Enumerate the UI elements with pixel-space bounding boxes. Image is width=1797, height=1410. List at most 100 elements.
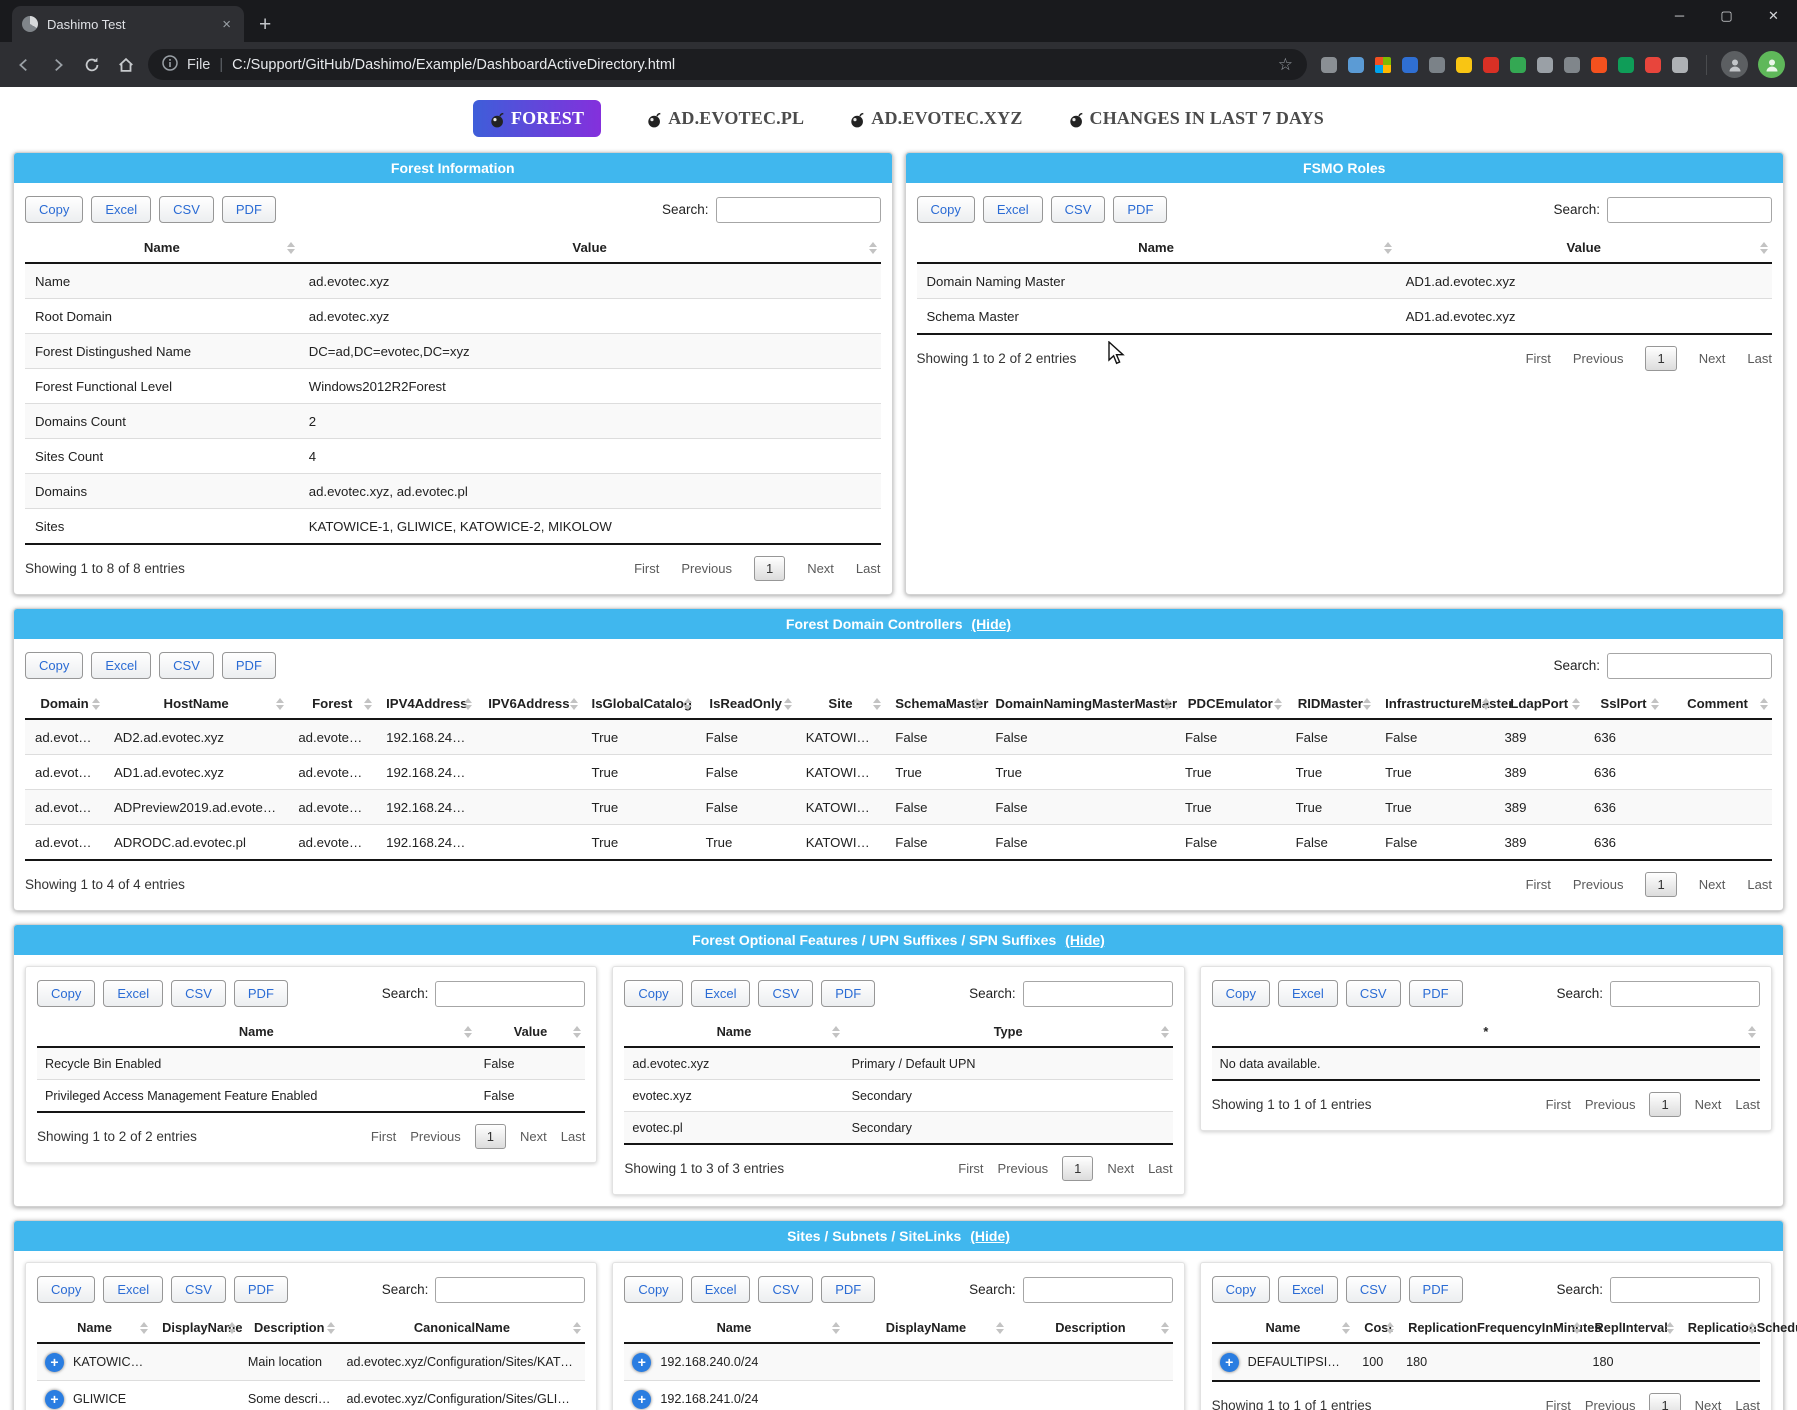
tab-close-icon[interactable]: × bbox=[219, 16, 234, 33]
pagination-previous[interactable]: Previous bbox=[1585, 1398, 1636, 1410]
extension-icon[interactable] bbox=[1564, 57, 1580, 73]
pagination-first[interactable]: First bbox=[634, 561, 659, 576]
bookmark-star-icon[interactable]: ☆ bbox=[1278, 55, 1293, 75]
tab-changes-in-last-7-days[interactable]: CHANGES IN LAST 7 DAYS bbox=[1069, 108, 1324, 129]
pagination-next[interactable]: Next bbox=[807, 561, 834, 576]
excel-button[interactable]: Excel bbox=[1278, 980, 1338, 1007]
pagination-next[interactable]: Next bbox=[1107, 1161, 1134, 1176]
copy-button[interactable]: Copy bbox=[624, 1276, 682, 1303]
column-header-ipv6address[interactable]: IPV6Address bbox=[476, 689, 581, 719]
pagination-page[interactable]: 1 bbox=[1649, 1092, 1680, 1117]
pagination-first[interactable]: First bbox=[371, 1129, 396, 1144]
column-header-replinterval[interactable]: ReplInterval bbox=[1585, 1313, 1678, 1343]
csv-button[interactable]: CSV bbox=[1051, 196, 1106, 223]
copy-button[interactable]: Copy bbox=[37, 1276, 95, 1303]
column-header-name[interactable]: Name bbox=[917, 233, 1396, 263]
pagination-first[interactable]: First bbox=[958, 1161, 983, 1176]
copy-button[interactable]: Copy bbox=[1212, 980, 1270, 1007]
extension-icon[interactable] bbox=[1402, 57, 1418, 73]
pagination-next[interactable]: Next bbox=[1699, 877, 1726, 892]
column-header-value[interactable]: Value bbox=[476, 1017, 586, 1047]
pdf-button[interactable]: PDF bbox=[234, 980, 288, 1007]
column-header-replicationfrequencyinminutes[interactable]: ReplicationFrequencyInMinutes bbox=[1398, 1313, 1584, 1343]
expand-row-button[interactable]: + bbox=[45, 1353, 64, 1372]
search-input[interactable] bbox=[435, 1277, 585, 1303]
new-tab-button[interactable]: + bbox=[259, 14, 271, 35]
pdf-button[interactable]: PDF bbox=[821, 980, 875, 1007]
excel-button[interactable]: Excel bbox=[91, 652, 151, 679]
search-input[interactable] bbox=[1023, 1277, 1173, 1303]
extension-icon[interactable] bbox=[1429, 57, 1445, 73]
extension-icon-windows[interactable] bbox=[1375, 57, 1391, 73]
tab-forest[interactable]: FOREST bbox=[473, 100, 601, 137]
excel-button[interactable]: Excel bbox=[91, 196, 151, 223]
column-header-displayname[interactable]: DisplayName bbox=[152, 1313, 240, 1343]
extension-icon[interactable] bbox=[1348, 57, 1364, 73]
pagination-next[interactable]: Next bbox=[1695, 1097, 1722, 1112]
profile-avatar[interactable] bbox=[1721, 51, 1748, 78]
pagination-last[interactable]: Last bbox=[856, 561, 881, 576]
csv-button[interactable]: CSV bbox=[1346, 1276, 1401, 1303]
excel-button[interactable]: Excel bbox=[103, 980, 163, 1007]
expand-row-button[interactable]: + bbox=[632, 1390, 651, 1409]
pagination-previous[interactable]: Previous bbox=[681, 561, 732, 576]
pdf-button[interactable]: PDF bbox=[1409, 980, 1463, 1007]
account-avatar[interactable] bbox=[1758, 51, 1785, 78]
excel-button[interactable]: Excel bbox=[1278, 1276, 1338, 1303]
extension-icon[interactable] bbox=[1456, 57, 1472, 73]
column-header-value[interactable]: Value bbox=[299, 233, 881, 263]
column-header-name[interactable]: Name bbox=[624, 1313, 843, 1343]
column-header-replicationschedule[interactable]: ReplicationSchedule bbox=[1678, 1313, 1760, 1343]
maximize-button[interactable]: ▢ bbox=[1703, 0, 1750, 31]
copy-button[interactable]: Copy bbox=[624, 980, 682, 1007]
search-input[interactable] bbox=[1610, 981, 1760, 1007]
pagination-last[interactable]: Last bbox=[1148, 1161, 1173, 1176]
reload-icon[interactable] bbox=[80, 53, 104, 77]
csv-button[interactable]: CSV bbox=[159, 652, 214, 679]
column-header-domainnamingmastermaster[interactable]: DomainNamingMasterMaster bbox=[985, 689, 1175, 719]
url-text[interactable]: C:/Support/GitHub/Dashimo/Example/Dashbo… bbox=[232, 57, 1269, 73]
column-header-name[interactable]: Name bbox=[1212, 1313, 1355, 1343]
pagination-page[interactable]: 1 bbox=[475, 1124, 506, 1149]
tab-ad-evotec-xyz[interactable]: AD.EVOTEC.XYZ bbox=[850, 108, 1022, 129]
pagination-page[interactable]: 1 bbox=[754, 556, 785, 581]
column-header-domain[interactable]: Domain bbox=[25, 689, 104, 719]
column-header-pdcemulator[interactable]: PDCEmulator bbox=[1175, 689, 1286, 719]
csv-button[interactable]: CSV bbox=[758, 980, 813, 1007]
extension-icon[interactable] bbox=[1537, 57, 1553, 73]
pagination-last[interactable]: Last bbox=[1735, 1097, 1760, 1112]
excel-button[interactable]: Excel bbox=[691, 1276, 751, 1303]
column-header-type[interactable]: Type bbox=[844, 1017, 1173, 1047]
column-header-description[interactable]: Description bbox=[1008, 1313, 1173, 1343]
copy-button[interactable]: Copy bbox=[37, 980, 95, 1007]
pagination-page[interactable]: 1 bbox=[1649, 1393, 1680, 1410]
url-bar[interactable]: File | C:/Support/GitHub/Dashimo/Example… bbox=[148, 49, 1307, 80]
pagination-previous[interactable]: Previous bbox=[1573, 351, 1624, 366]
expand-row-button[interactable]: + bbox=[1220, 1353, 1239, 1372]
extension-icon[interactable] bbox=[1645, 57, 1661, 73]
column-header-ipv4address[interactable]: IPV4Address bbox=[376, 689, 476, 719]
back-icon[interactable] bbox=[12, 53, 36, 77]
column-header-schemamaster[interactable]: SchemaMaster bbox=[885, 689, 985, 719]
column-header-hostname[interactable]: HostName bbox=[104, 689, 288, 719]
pagination-page[interactable]: 1 bbox=[1645, 872, 1676, 897]
close-button[interactable]: ✕ bbox=[1750, 0, 1797, 31]
column-header-displayname[interactable]: DisplayName bbox=[844, 1313, 1008, 1343]
extension-icon[interactable] bbox=[1483, 57, 1499, 73]
copy-button[interactable]: Copy bbox=[1212, 1276, 1270, 1303]
column-header-ridmaster[interactable]: RIDMaster bbox=[1286, 689, 1376, 719]
pagination-first[interactable]: First bbox=[1546, 1097, 1571, 1112]
forward-icon[interactable] bbox=[46, 53, 70, 77]
pagination-previous[interactable]: Previous bbox=[998, 1161, 1049, 1176]
search-input[interactable] bbox=[435, 981, 585, 1007]
csv-button[interactable]: CSV bbox=[171, 980, 226, 1007]
csv-button[interactable]: CSV bbox=[171, 1276, 226, 1303]
search-input[interactable] bbox=[716, 197, 881, 223]
pagination-last[interactable]: Last bbox=[561, 1129, 586, 1144]
column-header-sslport[interactable]: SslPort bbox=[1584, 689, 1663, 719]
column-header-forest[interactable]: Forest bbox=[288, 689, 376, 719]
search-input[interactable] bbox=[1607, 197, 1772, 223]
expand-row-button[interactable]: + bbox=[632, 1353, 651, 1372]
search-input[interactable] bbox=[1607, 653, 1772, 679]
search-input[interactable] bbox=[1610, 1277, 1760, 1303]
